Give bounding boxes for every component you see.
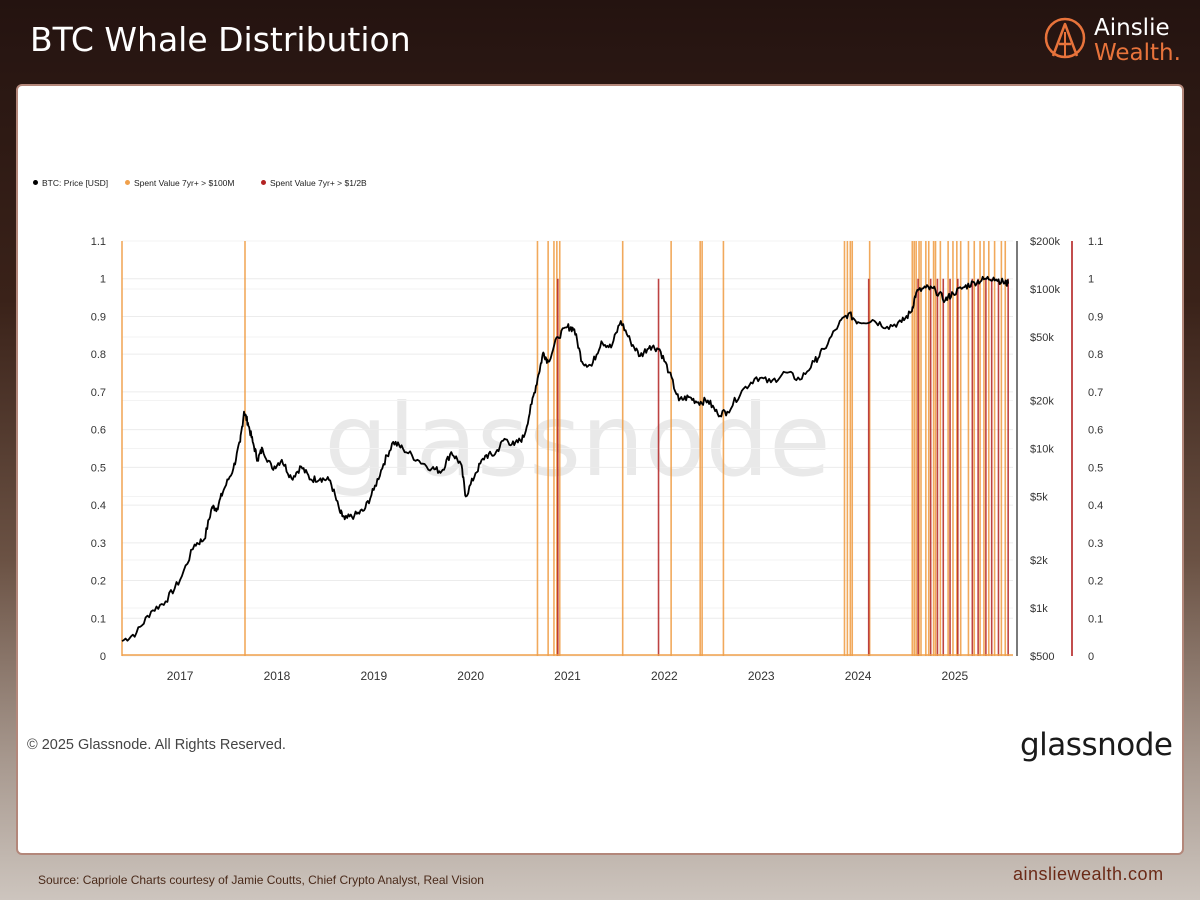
x-axis-tick-label: 2020 [457, 669, 484, 683]
x-axis-tick-label: 2023 [748, 669, 775, 683]
legend-label: Spent Value 7yr+ > $1/2B [270, 178, 367, 188]
x-axis-tick-label: 2024 [845, 669, 872, 683]
x-axis-tick-label: 2021 [554, 669, 581, 683]
left-axis-tick-label: 0.8 [91, 349, 106, 361]
website-link[interactable]: ainsliewealth.com [1013, 864, 1164, 884]
x-axis-tick-label: 2018 [264, 669, 291, 683]
copyright-text: © 2025 Glassnode. All Rights Reserved. [27, 737, 286, 753]
price-axis-tick-label: $5k [1030, 492, 1048, 504]
price-axis-tick-label: $20k [1030, 395, 1054, 407]
ainslie-a-icon [1044, 17, 1086, 59]
legend-dot-icon [261, 180, 266, 186]
legend-label: BTC: Price [USD] [42, 178, 109, 188]
x-axis-tick-label: 2022 [651, 669, 678, 683]
left-axis-tick-label: 0.1 [91, 613, 106, 625]
signal-axis-tick-label: 0.3 [1088, 538, 1103, 550]
signal-axis-tick-label: 0.5 [1088, 462, 1103, 474]
x-axis-tick-label: 2017 [167, 669, 194, 683]
x-axis-tick-label: 2019 [360, 669, 387, 683]
legend-dot-icon [125, 180, 130, 186]
left-axis-tick-label: 0.4 [91, 500, 106, 512]
left-axis-tick-label: 1.1 [91, 236, 106, 248]
price-axis-tick-label: $2k [1030, 555, 1048, 567]
signal-axis-tick-label: 1 [1088, 274, 1094, 286]
signal-axis-tick-label: 0.9 [1088, 311, 1103, 323]
price-axis-tick-label: $200k [1030, 236, 1060, 248]
left-axis-tick-label: 0.6 [91, 425, 106, 437]
signal-axis-tick-label: 0 [1088, 651, 1094, 663]
legend-item-spent-half-b[interactable]: Spent Value 7yr+ > $1/2B [261, 178, 367, 188]
left-axis-tick-label: 0.9 [91, 311, 106, 323]
price-axis-tick-label: $50k [1030, 332, 1054, 344]
x-axis-tick-label: 2025 [942, 669, 969, 683]
price-axis-tick-label: $1k [1030, 603, 1048, 615]
price-axis-tick-label: $500 [1030, 651, 1054, 663]
glassnode-logo: glassnode [1020, 727, 1173, 763]
price-axis-tick-label: $10k [1030, 444, 1054, 456]
signal-axis-tick-label: 0.8 [1088, 349, 1103, 361]
price-axis-tick-label: $100k [1030, 284, 1060, 296]
slide-title: BTC Whale Distribution [30, 20, 411, 59]
signal-axis-tick-label: 0.7 [1088, 387, 1103, 399]
signal-axis-tick-label: 0.1 [1088, 613, 1103, 625]
left-axis-tick-label: 1 [100, 274, 106, 286]
left-axis-tick-label: 0.7 [91, 387, 106, 399]
signal-axis-tick-label: 0.4 [1088, 500, 1103, 512]
btc-price-line [121, 275, 1010, 642]
legend-dot-icon [33, 180, 38, 186]
left-axis-tick-label: 0.5 [91, 462, 106, 474]
left-axis-tick-label: 0.2 [91, 576, 106, 588]
signal-axis-tick-label: 1.1 [1088, 236, 1103, 248]
legend-item-spent-100m[interactable]: Spent Value 7yr+ > $100M [125, 178, 235, 188]
signal-axis-tick-label: 0.6 [1088, 425, 1103, 437]
legend-label: Spent Value 7yr+ > $100M [134, 178, 235, 188]
legend-item-price[interactable]: BTC: Price [USD] [33, 178, 108, 188]
logo-text-ainslie: Ainslie [1094, 15, 1170, 41]
left-axis-tick-label: 0 [100, 651, 106, 663]
logo-text-wealth: Wealth. [1094, 40, 1181, 66]
source-caption: Source: Capriole Charts courtesy of Jami… [38, 873, 484, 887]
glassnode-watermark: glassnode [324, 382, 830, 499]
ainslie-wealth-logo[interactable]: Ainslie Wealth. [1043, 14, 1183, 70]
left-axis-tick-label: 0.3 [91, 538, 106, 550]
signal-axis-tick-label: 0.2 [1088, 576, 1103, 588]
